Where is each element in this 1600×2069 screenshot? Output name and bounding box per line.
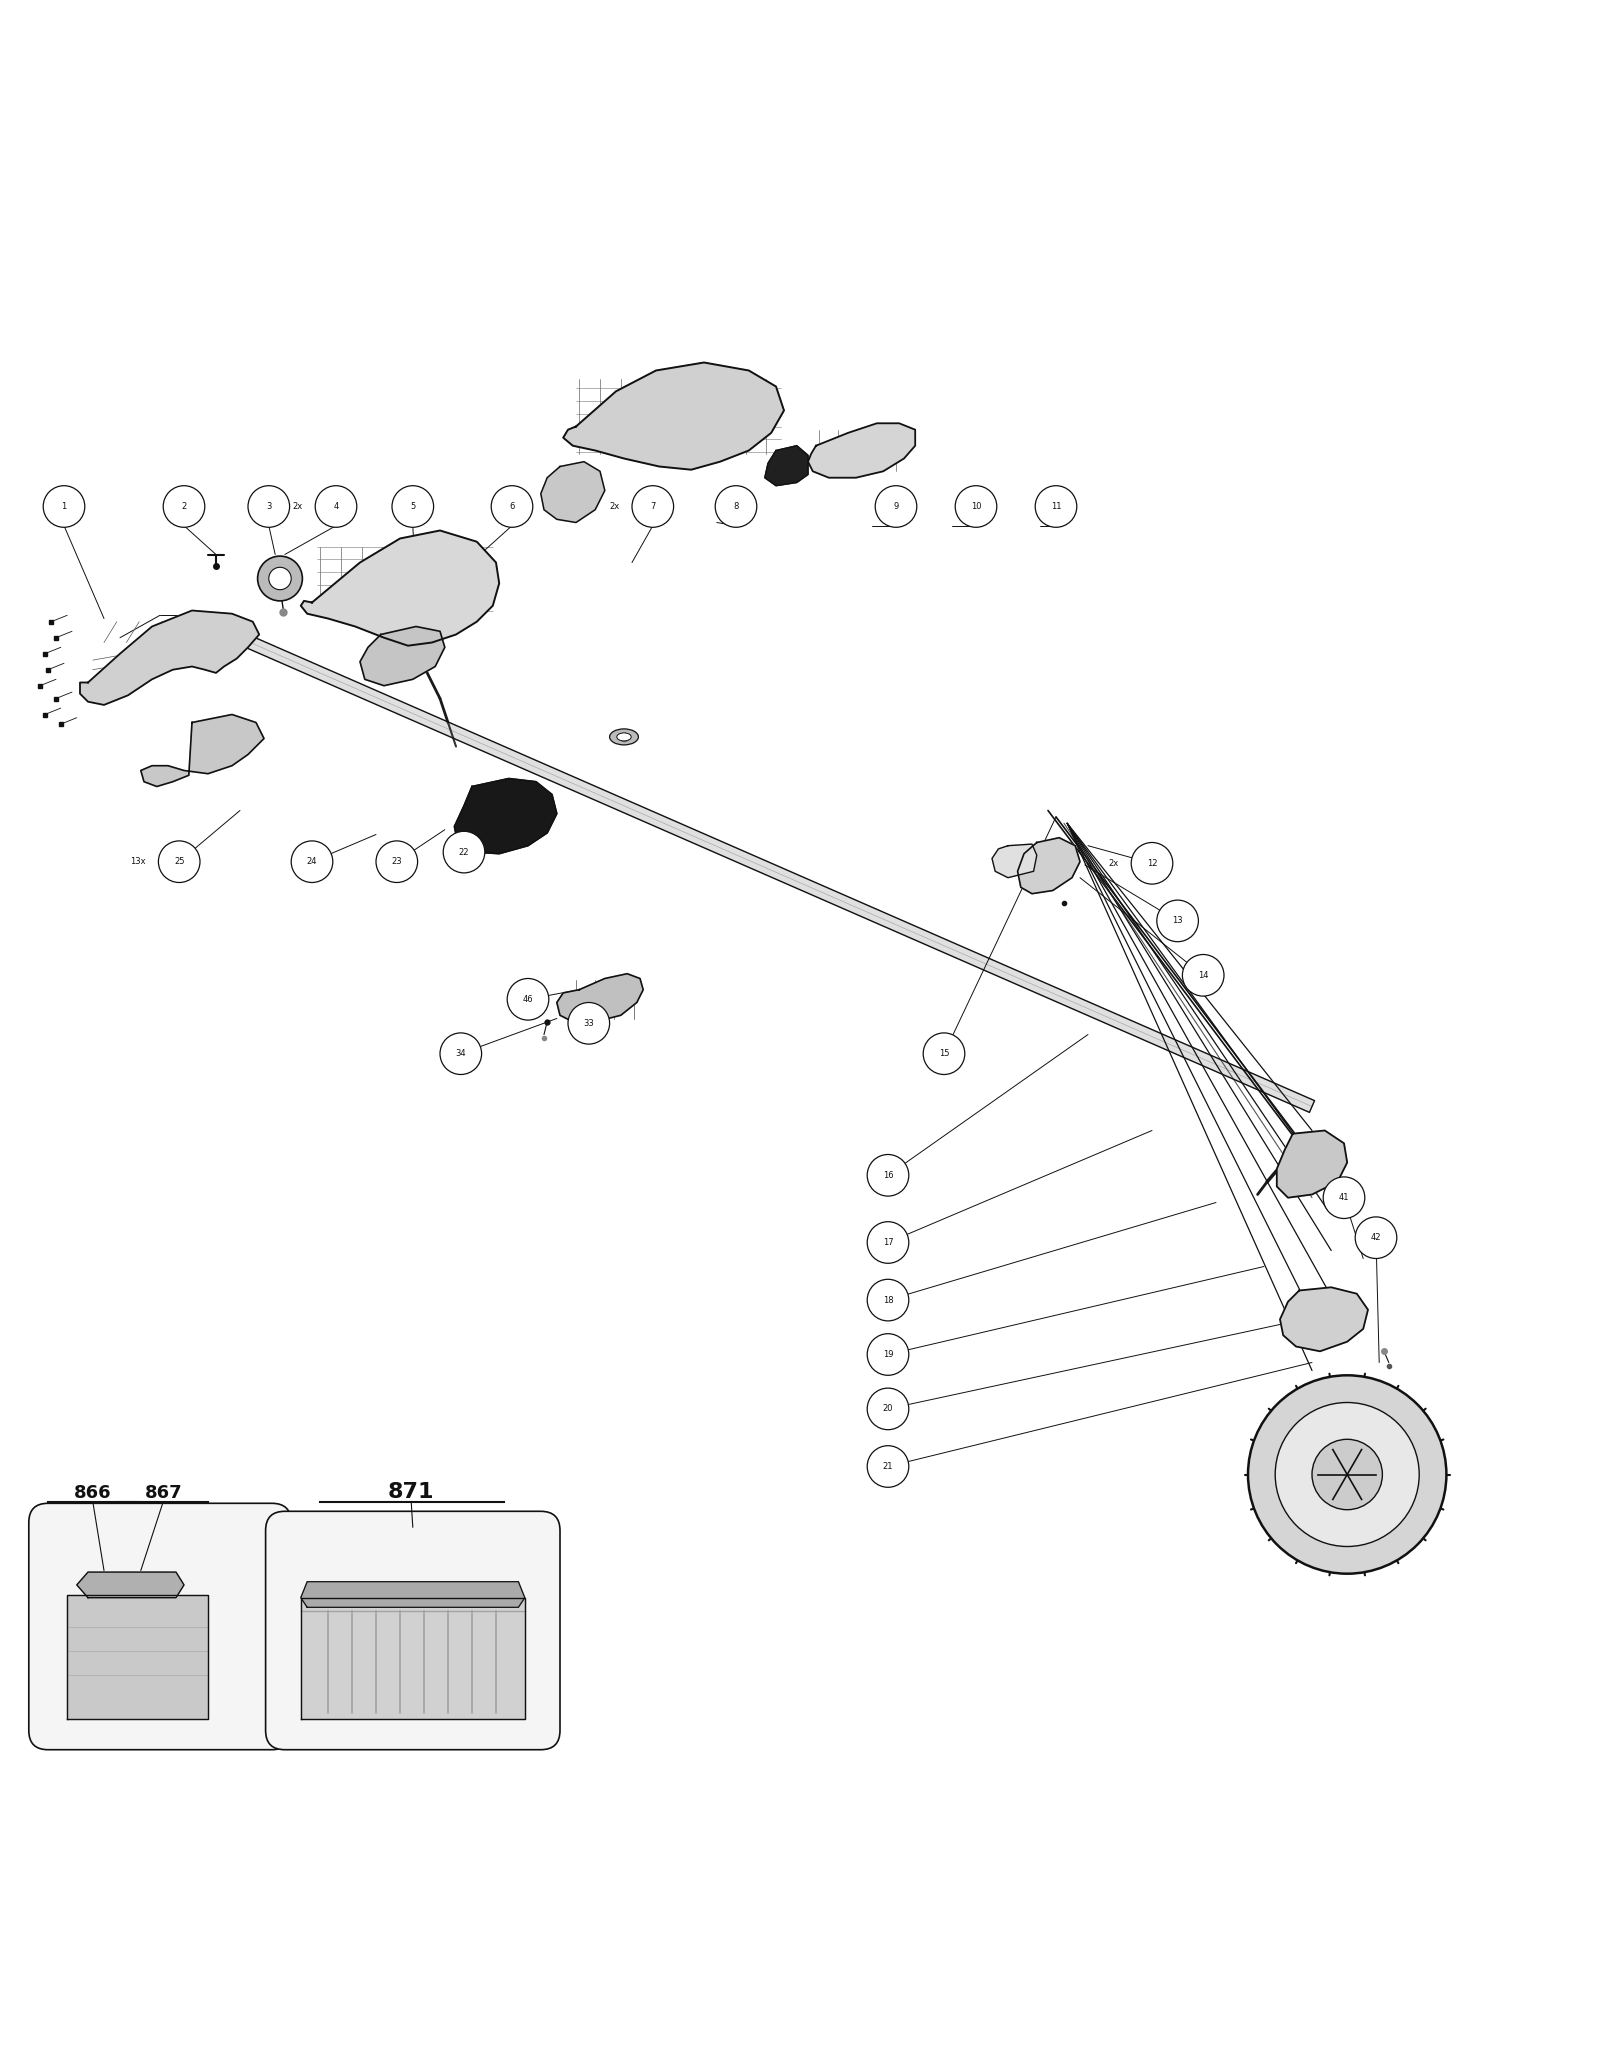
Text: 19: 19 [883, 1349, 893, 1359]
Polygon shape [80, 610, 259, 706]
Circle shape [867, 1446, 909, 1488]
Circle shape [43, 486, 85, 528]
Circle shape [491, 486, 533, 528]
Polygon shape [301, 530, 499, 646]
Text: 1: 1 [61, 503, 67, 511]
Text: 20: 20 [883, 1405, 893, 1413]
Text: 2: 2 [181, 503, 187, 511]
Text: 9: 9 [893, 503, 899, 511]
Circle shape [867, 1221, 909, 1264]
Text: 42: 42 [1371, 1233, 1381, 1241]
Polygon shape [229, 629, 1315, 1113]
Polygon shape [454, 778, 557, 854]
Circle shape [1355, 1217, 1397, 1258]
Polygon shape [1277, 1130, 1347, 1198]
Circle shape [507, 979, 549, 1020]
Text: 16: 16 [883, 1171, 893, 1179]
Circle shape [1275, 1403, 1419, 1546]
FancyBboxPatch shape [266, 1510, 560, 1750]
Circle shape [923, 1032, 965, 1074]
Circle shape [867, 1279, 909, 1320]
Text: 15: 15 [939, 1049, 949, 1057]
Text: 46: 46 [523, 995, 533, 1003]
Polygon shape [541, 461, 605, 523]
Circle shape [867, 1388, 909, 1430]
Text: 5: 5 [410, 503, 416, 511]
Text: 18: 18 [883, 1295, 893, 1306]
Text: 41: 41 [1339, 1194, 1349, 1202]
Text: 21: 21 [883, 1463, 893, 1471]
Text: 33: 33 [584, 1018, 594, 1028]
Text: 23: 23 [392, 857, 402, 867]
Polygon shape [1280, 1287, 1368, 1351]
Text: 13x: 13x [130, 857, 146, 867]
Polygon shape [1018, 838, 1080, 894]
Circle shape [715, 486, 757, 528]
Polygon shape [360, 627, 445, 685]
Circle shape [632, 486, 674, 528]
Text: 13: 13 [1173, 917, 1182, 925]
Circle shape [440, 1032, 482, 1074]
FancyBboxPatch shape [29, 1504, 291, 1750]
Polygon shape [301, 1581, 525, 1608]
Text: 22: 22 [459, 848, 469, 857]
Text: 7: 7 [650, 503, 656, 511]
Text: 8: 8 [733, 503, 739, 511]
Circle shape [258, 557, 302, 600]
Circle shape [867, 1155, 909, 1196]
Circle shape [1248, 1376, 1446, 1575]
Polygon shape [563, 362, 784, 470]
Text: 6: 6 [509, 503, 515, 511]
Text: 10: 10 [971, 503, 981, 511]
Polygon shape [808, 424, 915, 478]
Circle shape [1157, 900, 1198, 941]
Text: 867: 867 [144, 1483, 182, 1502]
Ellipse shape [616, 732, 630, 741]
Text: 14: 14 [1198, 970, 1208, 981]
Circle shape [1312, 1440, 1382, 1510]
Text: 12: 12 [1147, 859, 1157, 867]
Text: 25: 25 [174, 857, 184, 867]
Circle shape [875, 486, 917, 528]
Circle shape [315, 486, 357, 528]
Text: 4: 4 [333, 503, 339, 511]
Circle shape [568, 1003, 610, 1045]
Circle shape [248, 486, 290, 528]
Polygon shape [992, 844, 1037, 877]
Ellipse shape [610, 728, 638, 745]
Text: 2x: 2x [293, 503, 302, 511]
Text: 17: 17 [883, 1237, 893, 1248]
Text: 11: 11 [1051, 503, 1061, 511]
Circle shape [955, 486, 997, 528]
Circle shape [392, 486, 434, 528]
Circle shape [269, 567, 291, 590]
Circle shape [867, 1335, 909, 1376]
Text: 34: 34 [456, 1049, 466, 1057]
Text: 2x: 2x [1109, 859, 1118, 867]
Circle shape [1323, 1177, 1365, 1219]
Circle shape [158, 840, 200, 883]
Polygon shape [765, 445, 808, 486]
Polygon shape [77, 1572, 184, 1597]
Circle shape [443, 832, 485, 873]
Circle shape [376, 840, 418, 883]
Circle shape [1182, 954, 1224, 995]
Polygon shape [141, 714, 264, 786]
Circle shape [1131, 842, 1173, 883]
Text: 866: 866 [74, 1483, 112, 1502]
Polygon shape [67, 1595, 208, 1719]
Circle shape [291, 840, 333, 883]
Text: 24: 24 [307, 857, 317, 867]
Polygon shape [557, 974, 643, 1022]
Polygon shape [301, 1597, 525, 1719]
Text: 2x: 2x [610, 503, 619, 511]
Circle shape [1035, 486, 1077, 528]
Circle shape [163, 486, 205, 528]
Text: 871: 871 [387, 1481, 435, 1502]
Text: 3: 3 [266, 503, 272, 511]
